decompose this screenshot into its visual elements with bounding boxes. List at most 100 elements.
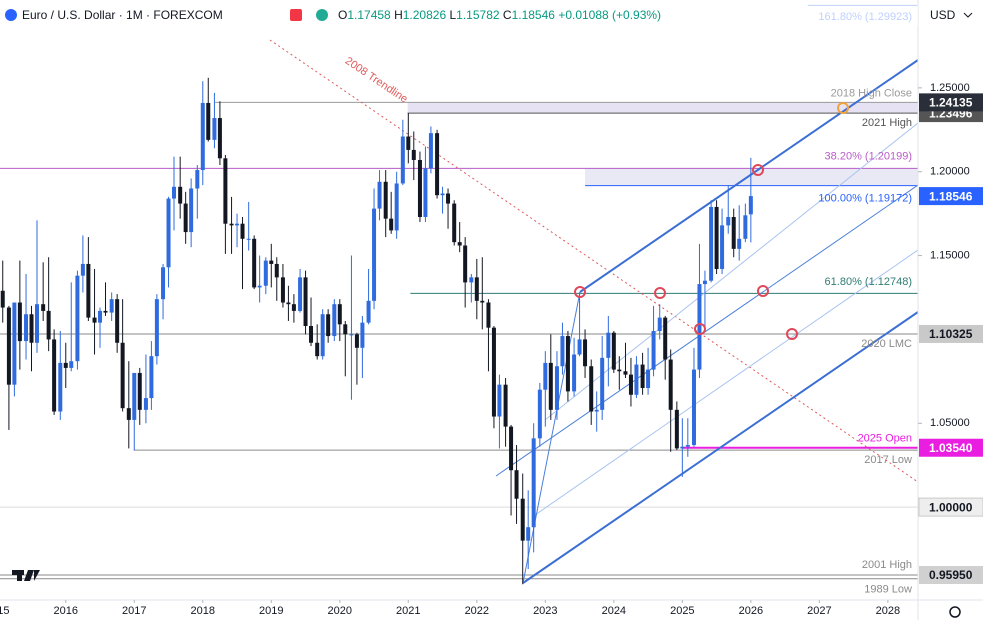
candle-body bbox=[417, 159, 422, 217]
symbol-icon bbox=[5, 9, 17, 21]
chart-title: Euro / U.S. Dollar · 1M · FOREXCOM bbox=[22, 8, 223, 22]
candle-body bbox=[17, 302, 22, 342]
time-axis: 2015 2016 2017 2018 2019 2020 2021 2022 2023 2024… bbox=[0, 600, 900, 617]
ohlc-label: O bbox=[338, 8, 347, 22]
x-tick-label: 2017 bbox=[122, 605, 146, 617]
candle-body bbox=[389, 218, 394, 231]
candle-body bbox=[668, 359, 673, 410]
plot-area: 2008 Trendline 161.80% (1.29923)2021 Hig… bbox=[0, 4, 918, 596]
zones bbox=[407, 102, 918, 186]
candle-body bbox=[137, 372, 142, 410]
currency-selector[interactable]: USD bbox=[930, 8, 956, 22]
candle-body bbox=[435, 133, 440, 196]
candle-body bbox=[702, 280, 707, 285]
candle-body bbox=[103, 310, 108, 313]
level-label: 61.80% (1.12748) bbox=[825, 276, 912, 288]
candle-body bbox=[743, 215, 748, 239]
marker-circle bbox=[574, 286, 586, 298]
candle-body bbox=[0, 290, 5, 308]
x-tick-label: 2022 bbox=[465, 605, 489, 617]
candle-body bbox=[58, 362, 63, 412]
candle-body bbox=[572, 354, 577, 392]
candle-body bbox=[12, 302, 17, 385]
candle-body bbox=[377, 181, 382, 209]
price-badge-label: 1.00000 bbox=[929, 500, 973, 514]
candle-body bbox=[195, 170, 200, 189]
x-tick-label: 2028 bbox=[876, 605, 900, 617]
candle-body bbox=[663, 317, 668, 360]
pitchfork-inner bbox=[544, 122, 918, 421]
candle-body bbox=[166, 198, 171, 268]
candle-body bbox=[109, 299, 114, 313]
candles bbox=[0, 77, 753, 585]
candle-body bbox=[189, 188, 194, 233]
candle-body bbox=[651, 331, 656, 370]
marker-circle bbox=[752, 164, 764, 176]
candle-body bbox=[360, 322, 365, 348]
logo-part bbox=[24, 570, 40, 581]
ohlc-value: 1.17458 bbox=[347, 8, 391, 22]
candle-body bbox=[320, 314, 325, 357]
marker-circle bbox=[786, 328, 798, 340]
candle-body bbox=[80, 263, 85, 276]
candle-body bbox=[34, 304, 39, 343]
ohlc-label: C bbox=[503, 8, 512, 22]
candle-body bbox=[617, 369, 622, 372]
y-tick-label: 1.25000 bbox=[930, 82, 970, 94]
header: Euro / U.S. Dollar · 1M · FOREXCOM O1.17… bbox=[0, 4, 973, 26]
candle-body bbox=[315, 342, 320, 357]
candle-body bbox=[269, 260, 274, 264]
candle-body bbox=[583, 339, 588, 367]
candle-body bbox=[446, 193, 451, 204]
candle-body bbox=[548, 362, 553, 410]
candle-body bbox=[172, 186, 177, 199]
x-tick-label: 2018 bbox=[191, 605, 215, 617]
candle-body bbox=[657, 317, 662, 332]
candle-body bbox=[503, 384, 508, 427]
dropdown-icon[interactable] bbox=[963, 12, 973, 18]
price-badge bbox=[918, 497, 983, 517]
candle-body bbox=[428, 133, 433, 169]
level-label: 2021 High bbox=[862, 117, 912, 129]
candle-body bbox=[143, 398, 148, 410]
status-icon bbox=[290, 9, 302, 21]
candle-body bbox=[343, 324, 348, 335]
level-label: 2018 High Close bbox=[831, 87, 912, 99]
candle-body bbox=[646, 369, 651, 389]
y-tick-label: 1.20000 bbox=[930, 166, 970, 178]
candle-body bbox=[537, 389, 542, 439]
marker-circle bbox=[757, 285, 769, 297]
candle-body bbox=[577, 339, 582, 355]
candle-body bbox=[149, 356, 154, 399]
x-tick-label: 2023 bbox=[533, 605, 557, 617]
price-badge bbox=[919, 566, 983, 585]
ohlc-value: 1.20826 bbox=[403, 8, 447, 22]
candle-body bbox=[452, 203, 457, 243]
candle-body bbox=[223, 158, 228, 224]
status-icon bbox=[316, 9, 328, 21]
settings-icon[interactable] bbox=[949, 606, 961, 618]
last-price-label: 1.18546 bbox=[929, 189, 973, 203]
level-label: 38.20% (1.20199) bbox=[825, 150, 912, 162]
candle-body bbox=[120, 342, 125, 409]
candle-body bbox=[600, 357, 605, 410]
candle-body bbox=[257, 285, 262, 288]
candle-body bbox=[486, 302, 491, 328]
candle-body bbox=[240, 223, 245, 239]
x-tick-label: 2026 bbox=[739, 605, 763, 617]
candle-body bbox=[406, 136, 411, 150]
candle-body bbox=[161, 267, 166, 300]
y-tick-label: 1.15000 bbox=[930, 249, 970, 261]
candle-body bbox=[206, 102, 211, 140]
pitchfork-handle bbox=[522, 291, 581, 584]
candle-body bbox=[6, 307, 11, 385]
candle-body bbox=[554, 366, 559, 410]
candle-body bbox=[126, 408, 131, 420]
candle-body bbox=[714, 206, 719, 269]
candle-body bbox=[606, 332, 611, 358]
candle-body bbox=[731, 216, 736, 249]
ohlc-value: 1.18546 bbox=[512, 8, 556, 22]
candle-body bbox=[469, 277, 474, 283]
price-badge bbox=[919, 324, 983, 343]
candle-body bbox=[372, 208, 377, 301]
